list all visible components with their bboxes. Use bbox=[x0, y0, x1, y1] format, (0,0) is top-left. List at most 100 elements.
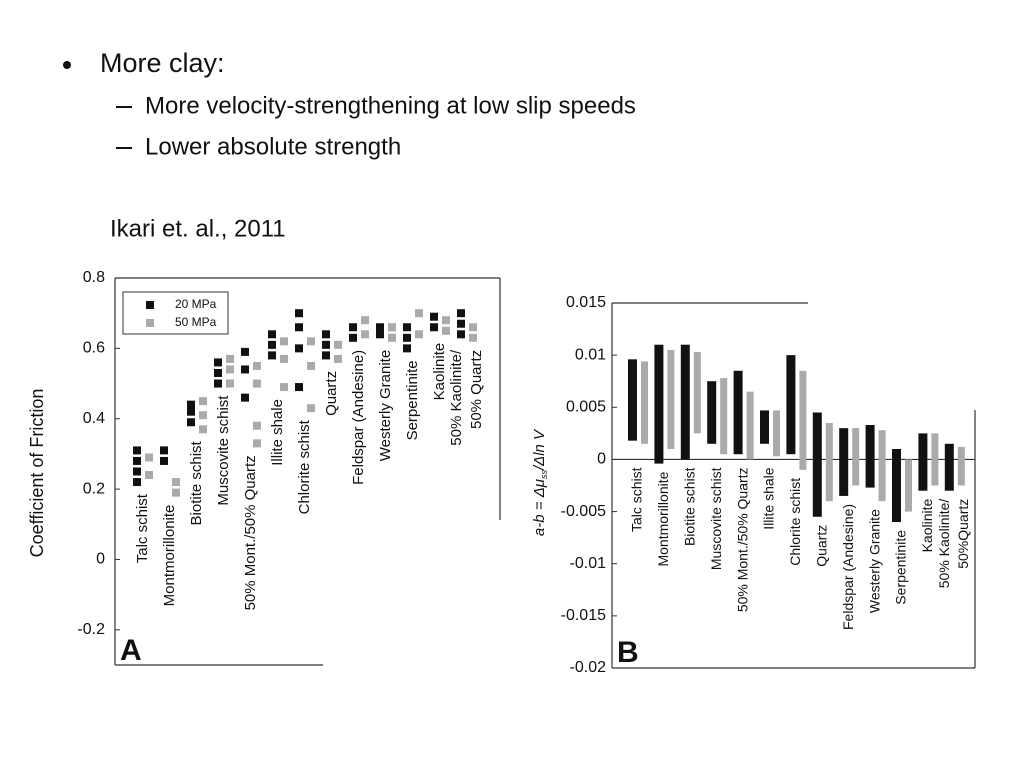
data-point bbox=[388, 323, 396, 332]
legend-label: 50 MPa bbox=[175, 315, 217, 329]
y-tick-label: 0 bbox=[96, 551, 105, 568]
range-bar bbox=[760, 410, 769, 444]
data-point bbox=[295, 323, 303, 332]
data-point bbox=[187, 407, 195, 416]
y-tick-label: 0.4 bbox=[83, 410, 105, 427]
category-label: Montmorillonite bbox=[655, 471, 671, 566]
range-bar bbox=[799, 370, 807, 470]
range-bar bbox=[654, 344, 664, 464]
data-point bbox=[199, 425, 207, 434]
range-bar bbox=[957, 446, 965, 486]
data-point bbox=[133, 446, 141, 455]
data-point bbox=[442, 316, 450, 325]
data-point bbox=[145, 471, 153, 480]
data-point bbox=[322, 340, 330, 349]
y-tick-label: 0.8 bbox=[83, 269, 105, 286]
range-bar bbox=[918, 433, 928, 491]
range-bar bbox=[707, 381, 717, 444]
category-label: Talc schist bbox=[134, 493, 151, 563]
data-point bbox=[415, 330, 423, 339]
data-point bbox=[268, 340, 276, 349]
y-tick-label: -0.2 bbox=[77, 621, 105, 638]
category-label: Feldspar (Andesine) bbox=[840, 504, 856, 630]
data-point bbox=[430, 312, 438, 321]
category-label: 50% Mont./50% Quartz bbox=[242, 455, 259, 610]
data-point bbox=[199, 411, 207, 420]
range-bar bbox=[839, 428, 849, 496]
data-point bbox=[241, 393, 249, 402]
data-point bbox=[295, 383, 303, 392]
y-tick-label: -0.02 bbox=[570, 659, 607, 676]
data-point bbox=[133, 467, 141, 476]
y-tick-label: 0 bbox=[597, 451, 606, 468]
data-point bbox=[214, 358, 222, 367]
range-bar bbox=[733, 370, 743, 455]
category-label: Muscovite schist bbox=[708, 467, 724, 570]
category-label: Chlorite schist bbox=[787, 478, 803, 566]
data-point bbox=[280, 337, 288, 346]
range-bar bbox=[628, 359, 637, 441]
data-point bbox=[226, 354, 234, 363]
range-bar bbox=[865, 425, 875, 488]
category-label: Kaolinite bbox=[919, 499, 935, 553]
data-point bbox=[187, 400, 195, 409]
range-bar bbox=[773, 410, 780, 457]
data-point bbox=[241, 365, 249, 374]
range-bar bbox=[667, 349, 675, 449]
category-label: Talc schist bbox=[629, 467, 645, 532]
data-point bbox=[133, 478, 141, 487]
category-label: Feldspar (Andesine) bbox=[350, 350, 367, 485]
data-point bbox=[172, 478, 180, 487]
category-label: Illite shale bbox=[761, 467, 777, 529]
data-point bbox=[376, 330, 384, 339]
data-point bbox=[334, 340, 342, 349]
range-bar bbox=[693, 352, 701, 434]
data-point bbox=[349, 323, 357, 332]
category-label: 50% Kaolinite/ bbox=[448, 349, 465, 446]
data-point bbox=[469, 333, 477, 342]
legend-box bbox=[122, 291, 229, 335]
data-point bbox=[457, 319, 465, 328]
data-point bbox=[349, 333, 357, 342]
data-point bbox=[268, 330, 276, 339]
y-tick-label: -0.01 bbox=[570, 555, 607, 572]
data-point bbox=[430, 323, 438, 332]
data-point bbox=[388, 333, 396, 342]
y-tick-label: -0.005 bbox=[561, 503, 606, 520]
data-point bbox=[187, 418, 195, 427]
range-bar bbox=[641, 361, 648, 444]
y-tick-label: 0.005 bbox=[566, 399, 606, 416]
data-point bbox=[145, 453, 153, 462]
data-point bbox=[403, 323, 411, 332]
data-point bbox=[322, 351, 330, 360]
data-point bbox=[214, 368, 222, 377]
range-bar bbox=[746, 391, 754, 460]
data-point bbox=[442, 326, 450, 335]
y-tick-label: 0.015 bbox=[566, 294, 606, 311]
category-label: Biotite schist bbox=[682, 467, 698, 546]
category-label: Quartz bbox=[323, 371, 340, 416]
range-bar bbox=[944, 443, 954, 491]
data-point bbox=[322, 330, 330, 339]
data-point bbox=[403, 333, 411, 342]
range-bar bbox=[905, 459, 912, 512]
range-bar bbox=[825, 422, 833, 502]
category-label: 50% Mont./50% Quartz bbox=[734, 467, 750, 612]
data-point bbox=[376, 323, 384, 332]
data-point bbox=[307, 337, 315, 346]
category-label: Westerly Granite bbox=[377, 350, 394, 461]
y-axis-label-part: a-b = Δμ bbox=[531, 479, 548, 536]
range-bar bbox=[720, 378, 728, 455]
category-label: Serpentinite bbox=[893, 530, 909, 605]
y-axis-label: Coefficient of Friction bbox=[27, 389, 47, 558]
range-bar bbox=[812, 412, 822, 517]
bullet-text: More clay: bbox=[100, 48, 225, 78]
range-bar bbox=[878, 430, 886, 502]
data-point bbox=[457, 309, 465, 318]
data-point bbox=[403, 344, 411, 353]
data-point bbox=[214, 379, 222, 388]
category-label: Muscovite schist bbox=[215, 395, 232, 506]
data-point bbox=[334, 354, 342, 363]
panel-label: A bbox=[120, 634, 142, 667]
